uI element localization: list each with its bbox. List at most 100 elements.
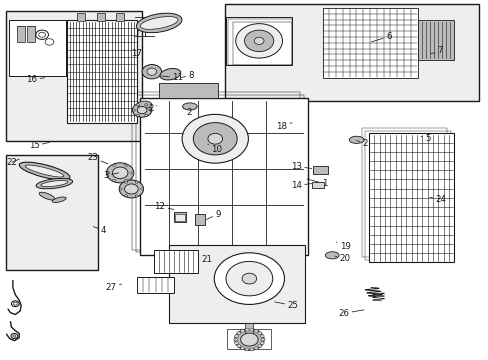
Circle shape <box>234 335 238 338</box>
Circle shape <box>254 37 264 44</box>
Ellipse shape <box>182 103 197 110</box>
Circle shape <box>254 347 258 350</box>
Ellipse shape <box>25 165 64 177</box>
Bar <box>227 329 271 348</box>
Circle shape <box>142 64 161 79</box>
Text: 2: 2 <box>356 139 367 148</box>
Circle shape <box>149 109 152 111</box>
Text: 18: 18 <box>276 122 292 131</box>
Ellipse shape <box>36 179 72 189</box>
Bar <box>159 83 217 98</box>
Text: 11: 11 <box>161 73 183 82</box>
Text: 8: 8 <box>180 71 194 80</box>
Circle shape <box>132 109 135 111</box>
Bar <box>368 134 453 262</box>
Circle shape <box>242 273 256 284</box>
Circle shape <box>244 328 248 331</box>
Text: 6: 6 <box>370 32 390 42</box>
Circle shape <box>244 30 273 51</box>
Circle shape <box>260 335 264 338</box>
Circle shape <box>207 134 222 144</box>
Text: 25: 25 <box>274 301 298 310</box>
Circle shape <box>144 104 147 106</box>
Bar <box>5 155 98 270</box>
Ellipse shape <box>160 68 181 80</box>
Bar <box>228 19 291 65</box>
Circle shape <box>135 181 138 183</box>
Text: 13: 13 <box>290 162 311 171</box>
Circle shape <box>124 195 127 197</box>
Circle shape <box>249 348 253 351</box>
Circle shape <box>147 68 157 75</box>
Circle shape <box>119 180 143 198</box>
Ellipse shape <box>52 197 66 202</box>
Circle shape <box>249 328 253 331</box>
Bar <box>194 214 205 225</box>
Bar <box>361 129 447 257</box>
Bar <box>132 92 300 249</box>
Circle shape <box>244 348 248 351</box>
Circle shape <box>233 338 237 341</box>
Circle shape <box>124 164 127 166</box>
Circle shape <box>257 332 261 334</box>
Circle shape <box>144 114 147 116</box>
Bar <box>173 212 185 222</box>
Circle shape <box>193 123 237 155</box>
Ellipse shape <box>136 13 182 33</box>
Circle shape <box>112 180 115 182</box>
Ellipse shape <box>325 252 338 259</box>
Circle shape <box>257 345 261 347</box>
Circle shape <box>237 332 241 334</box>
Bar <box>27 26 35 42</box>
Ellipse shape <box>348 136 363 143</box>
Text: 17: 17 <box>131 30 142 58</box>
Circle shape <box>235 24 282 58</box>
Circle shape <box>119 188 122 190</box>
Circle shape <box>141 188 143 190</box>
Bar <box>417 21 453 60</box>
Bar <box>154 250 198 273</box>
Text: 15: 15 <box>29 141 49 150</box>
Bar <box>168 244 305 323</box>
Circle shape <box>240 347 244 350</box>
Circle shape <box>136 104 139 106</box>
Circle shape <box>260 342 264 345</box>
Bar <box>17 26 25 42</box>
Text: 26: 26 <box>338 309 363 318</box>
Circle shape <box>124 184 138 194</box>
Text: 2: 2 <box>183 108 192 117</box>
Bar <box>9 21 65 76</box>
Circle shape <box>234 329 264 350</box>
Text: 3: 3 <box>103 171 119 180</box>
Text: 16: 16 <box>26 75 44 84</box>
Text: 5: 5 <box>420 134 429 143</box>
Text: 14: 14 <box>290 181 311 190</box>
Circle shape <box>112 164 115 166</box>
Bar <box>136 95 304 252</box>
Circle shape <box>225 261 272 296</box>
Bar <box>97 13 104 21</box>
Bar <box>225 17 291 65</box>
Ellipse shape <box>39 192 55 200</box>
Bar <box>245 323 253 341</box>
Circle shape <box>132 103 152 117</box>
Bar <box>233 22 291 65</box>
Text: 27: 27 <box>105 283 122 292</box>
Circle shape <box>237 345 241 347</box>
Bar <box>66 21 137 123</box>
Circle shape <box>124 180 127 182</box>
Bar <box>77 13 85 21</box>
Circle shape <box>135 195 138 197</box>
Text: 24: 24 <box>429 195 446 204</box>
Circle shape <box>214 253 284 305</box>
Bar <box>116 13 124 21</box>
Circle shape <box>131 172 134 174</box>
Ellipse shape <box>41 181 68 186</box>
Circle shape <box>124 181 127 183</box>
Circle shape <box>261 338 264 341</box>
Ellipse shape <box>19 162 70 180</box>
Bar <box>224 4 478 101</box>
Text: 19: 19 <box>335 242 350 251</box>
Bar <box>365 131 450 260</box>
Text: 9: 9 <box>206 210 220 220</box>
